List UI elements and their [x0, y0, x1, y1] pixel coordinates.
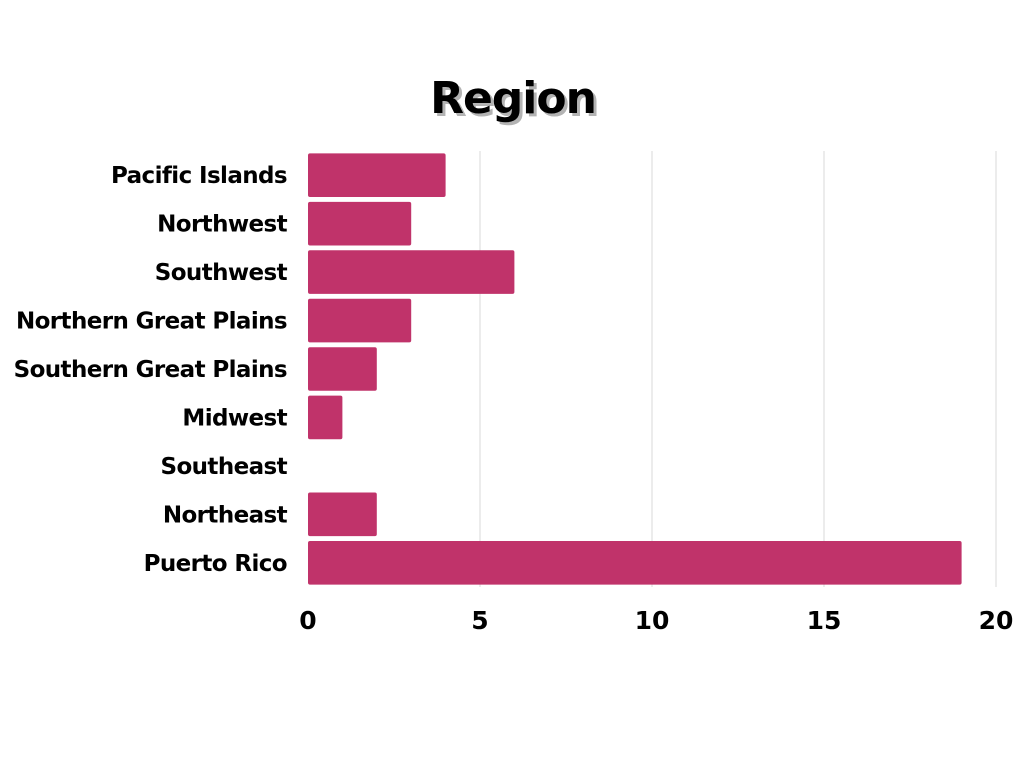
- x-tick-label: 0: [299, 606, 316, 635]
- gridlines: [479, 151, 997, 587]
- x-tick-label: 15: [807, 606, 842, 635]
- bar: [308, 395, 343, 440]
- x-tick-label: 20: [979, 606, 1014, 635]
- category-label: Northwest: [157, 212, 287, 238]
- chart-title-shadow: Region: [433, 76, 599, 127]
- category-label: Pacific Islands: [111, 163, 287, 189]
- category-label: Puerto Rico: [144, 551, 287, 577]
- chart-title: Region: [430, 73, 596, 124]
- bar: [308, 540, 962, 585]
- bar: [308, 153, 446, 198]
- category-labels: Pacific Islands Northwest Southwest Norther…: [14, 163, 289, 577]
- x-tick-label: 5: [471, 606, 488, 635]
- bars: [308, 153, 962, 585]
- bar: [308, 250, 515, 294]
- bar: [308, 492, 377, 537]
- bar: [308, 347, 377, 391]
- category-label: Southeast: [160, 454, 287, 480]
- category-label: Southern Great Plains: [14, 357, 287, 383]
- category-label: Northeast: [163, 502, 288, 528]
- bar: [308, 201, 412, 246]
- x-tick-label: 10: [635, 606, 670, 635]
- category-label: Southwest: [155, 260, 288, 286]
- category-label: Northern Great Plains: [16, 309, 287, 335]
- category-label: Midwest: [182, 405, 287, 431]
- bar: [308, 298, 412, 343]
- x-axis-tick-labels: 0 5 10 15 20: [299, 606, 1013, 635]
